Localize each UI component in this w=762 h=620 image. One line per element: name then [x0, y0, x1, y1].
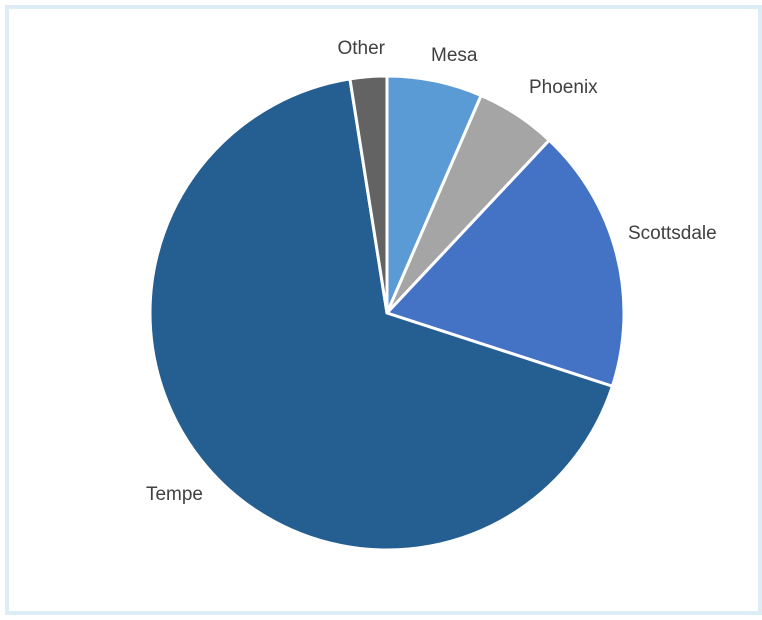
slice-labels: Mesa Phoenix Scottsdale Tempe Other: [146, 38, 717, 505]
pie-slices: [148, 74, 626, 552]
slice-label-mesa: Mesa: [431, 45, 478, 66]
pie-slice-scottsdale: [385, 138, 626, 388]
slice-label-other: Other: [337, 38, 385, 59]
slice-label-tempe: Tempe: [146, 484, 203, 505]
slice-label-scottsdale: Scottsdale: [628, 223, 717, 244]
pie-slice-tempe: [148, 77, 614, 552]
slice-label-phoenix: Phoenix: [529, 77, 598, 98]
pie-slice-other: [348, 74, 389, 315]
